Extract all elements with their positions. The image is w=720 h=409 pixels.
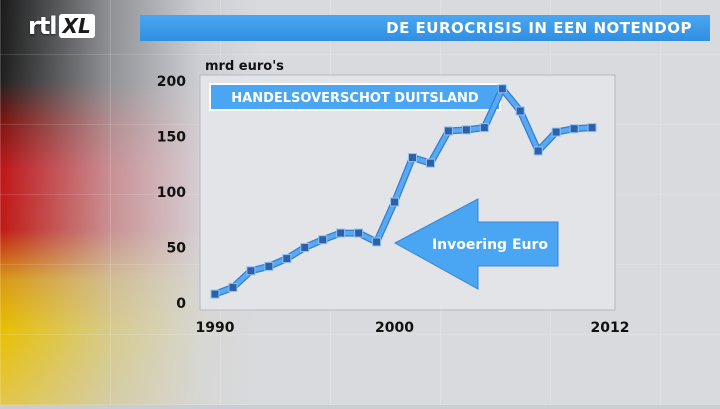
logo-rtl-text: rtl — [28, 12, 58, 40]
logo-xl-text: XL — [58, 14, 95, 38]
y-axis-label: mrd euro's — [205, 59, 284, 74]
chart-title-background — [209, 83, 501, 111]
y-tick-label: 100 — [157, 185, 186, 201]
annotation-arrow: Invoering Euro — [393, 198, 559, 290]
data-point — [479, 123, 489, 133]
data-point — [587, 123, 597, 133]
data-point — [282, 254, 292, 264]
data-point — [246, 266, 256, 276]
data-point — [372, 237, 382, 247]
channel-logo: rtl XL — [28, 10, 95, 42]
chart-title-box: HANDELSOVERSCHOT DUITSLAND — [209, 83, 501, 111]
data-point — [300, 243, 310, 252]
data-point — [425, 158, 435, 168]
data-point — [551, 127, 561, 137]
data-point — [210, 289, 220, 299]
data-point — [390, 197, 400, 207]
data-point — [318, 235, 328, 245]
x-tick-labels: 1990 2000 2012 — [196, 320, 630, 336]
x-tick-label: 2000 — [375, 320, 414, 336]
data-point — [497, 84, 507, 94]
y-tick-label: 200 — [157, 74, 186, 90]
data-point — [569, 124, 579, 134]
x-tick-label: 1990 — [196, 320, 235, 336]
data-point — [515, 106, 525, 116]
header-title: DE EUROCRISIS IN EEN NOTENDOP — [140, 15, 710, 41]
data-point — [264, 261, 274, 271]
data-point — [336, 228, 346, 238]
data-point — [228, 282, 238, 292]
series-line — [212, 86, 595, 297]
data-point — [533, 146, 543, 156]
data-point — [461, 125, 471, 135]
data-point — [354, 228, 364, 238]
annotation-label: Invoering Euro — [432, 237, 548, 253]
y-tick-label: 50 — [167, 241, 187, 257]
x-tick-label: 2012 — [591, 320, 630, 336]
y-tick-label: 150 — [157, 130, 186, 146]
y-tick-labels: 0 50 100 150 200 — [157, 74, 186, 312]
y-tick-label: 0 — [176, 296, 186, 312]
series-group — [210, 84, 597, 299]
chart-title: HANDELSOVERSCHOT DUITSLAND — [231, 91, 479, 106]
data-point — [408, 153, 417, 163]
arrow-shape — [393, 198, 559, 290]
data-point — [443, 126, 453, 136]
